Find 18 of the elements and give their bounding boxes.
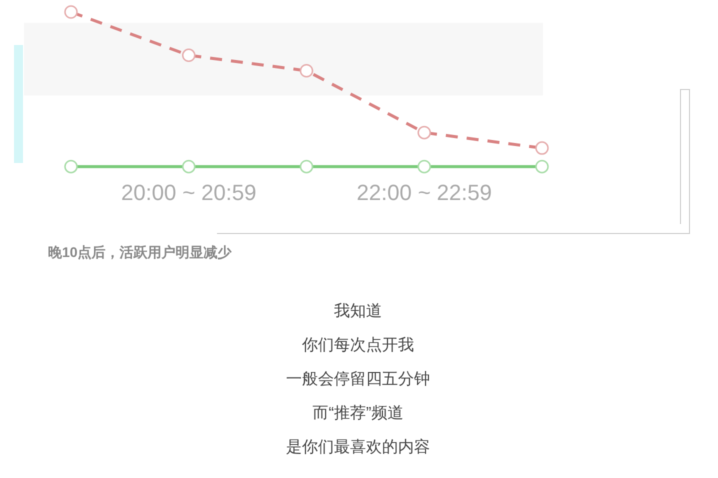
- text: 而“推荐”频道: [312, 404, 404, 424]
- text: 是你们最喜欢的内容: [285, 438, 431, 458]
- x-tick-label: 20:00 ~ 20:59: [121, 180, 256, 205]
- text: 晚10点后，活跃用户明显减少: [48, 244, 232, 262]
- point: [300, 160, 314, 174]
- point: [418, 126, 431, 140]
- point: [64, 5, 78, 19]
- point: [535, 160, 549, 174]
- point: [64, 160, 78, 174]
- text: 一般会停留四五分钟: [285, 370, 431, 390]
- point: [182, 48, 196, 62]
- text: 你们每次点开我: [301, 336, 415, 356]
- point: [300, 64, 314, 78]
- point: [418, 160, 431, 174]
- text: 我知道: [333, 302, 383, 322]
- point: [535, 141, 549, 155]
- point: [182, 160, 196, 174]
- x-tick-label: 22:00 ~ 22:59: [356, 180, 492, 205]
